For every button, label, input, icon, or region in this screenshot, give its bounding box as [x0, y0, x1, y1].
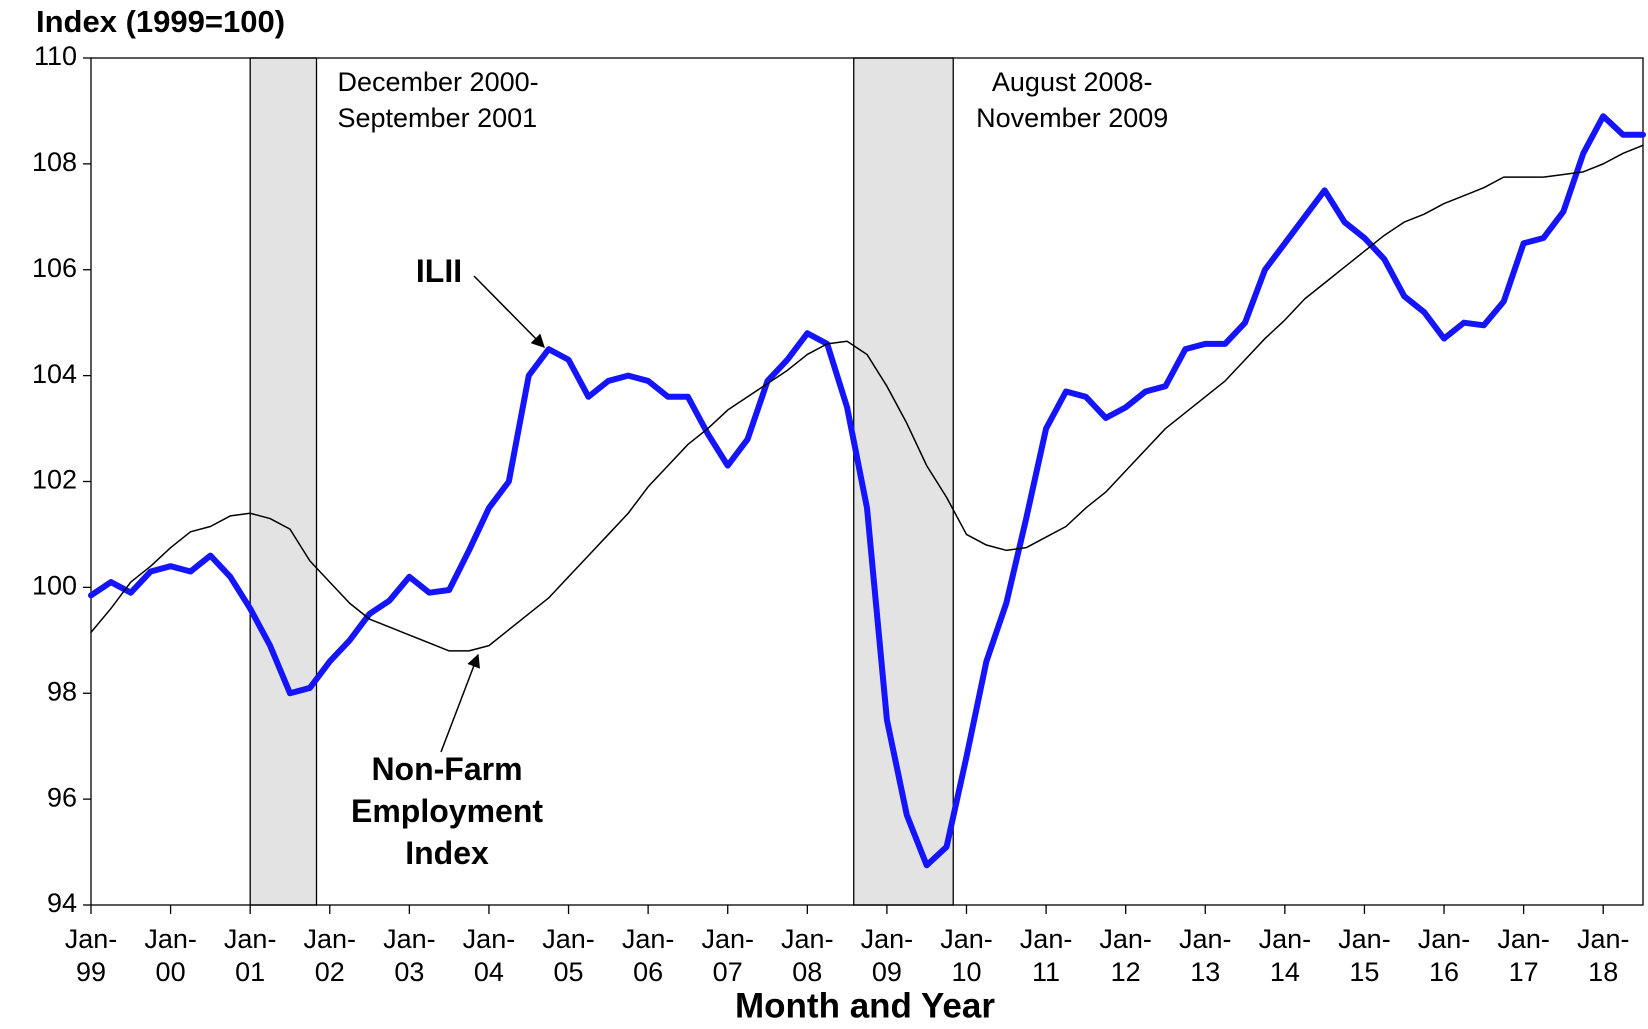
- annotation-arrow: [473, 275, 545, 348]
- y-tick-label: 102: [32, 465, 77, 495]
- recession-band: [853, 57, 954, 906]
- y-tick-label: 100: [32, 571, 77, 601]
- x-tick-label: Jan- 15: [1338, 924, 1391, 987]
- x-tick-label: Jan- 17: [1497, 924, 1550, 987]
- x-tick-label: Jan- 00: [144, 924, 197, 987]
- y-tick-label: 110: [34, 41, 77, 71]
- x-tick-label: Jan- 99: [64, 924, 118, 987]
- x-tick-label: Jan- 02: [303, 924, 357, 987]
- x-tick-label: Jan- 03: [383, 924, 436, 987]
- y-tick-label: 94: [47, 888, 77, 918]
- x-axis-label: Month and Year: [735, 986, 995, 1025]
- x-tick-label: Jan- 12: [1099, 924, 1152, 987]
- x-tick-label: Jan- 16: [1417, 924, 1471, 987]
- y-tick-label: 106: [32, 253, 77, 283]
- series-line: [88, 113, 1646, 869]
- x-tick-label: Jan- 10: [940, 924, 993, 987]
- x-tick-label: Jan- 14: [1258, 924, 1312, 987]
- x-tick-label: Jan- 07: [701, 924, 754, 987]
- x-tick-label: Jan- 18: [1576, 924, 1630, 987]
- annotation: ILII: [415, 253, 463, 289]
- y-tick-label: 108: [32, 147, 77, 177]
- recession-band: [249, 57, 318, 906]
- x-tick-label: Jan- 11: [1019, 924, 1073, 987]
- x-tick-label: Jan- 06: [621, 924, 675, 987]
- y-tick-label: 96: [47, 782, 77, 812]
- y-tick-label: 98: [47, 676, 77, 706]
- recession-label: December 2000- September 2001: [337, 67, 539, 133]
- y-tick-label: 104: [32, 359, 77, 389]
- x-tick-label: Jan- 13: [1178, 924, 1232, 987]
- chart-title: Index (1999=100): [36, 4, 285, 39]
- recession-label: August 2008- November 2009: [976, 67, 1169, 133]
- x-tick-label: Jan- 04: [462, 924, 516, 987]
- x-tick-label: Jan- 01: [223, 924, 277, 987]
- x-tick-label: Jan- 09: [860, 924, 914, 987]
- annotation: Non-Farm Employment Index: [350, 751, 544, 871]
- series-line: [90, 144, 1644, 652]
- x-tick-label: Jan- 05: [542, 924, 595, 987]
- x-tick-label: Jan- 08: [781, 924, 834, 987]
- annotation-arrow: [440, 653, 480, 753]
